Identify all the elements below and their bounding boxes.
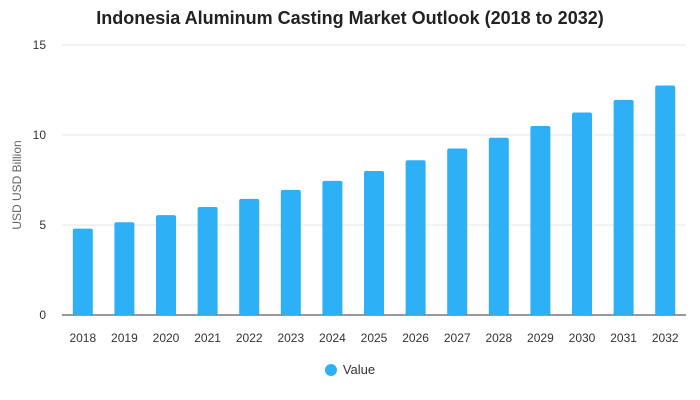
x-tick-label: 2025: [361, 331, 388, 345]
x-tick-label: 2024: [319, 331, 346, 345]
bar-2032[interactable]: [655, 85, 676, 316]
bar-2020[interactable]: [156, 215, 176, 315]
bars: [72, 85, 676, 316]
x-tick-label: 2027: [444, 331, 471, 345]
bar-2022[interactable]: [239, 198, 260, 315]
x-tick-label: 2030: [569, 331, 596, 345]
y-axis-ticks: 0 5 10 15: [33, 38, 47, 322]
x-tick-label: 2019: [111, 331, 138, 345]
legend-marker-value[interactable]: [324, 363, 337, 376]
bar-2021[interactable]: [197, 207, 218, 315]
legend: Value: [0, 362, 700, 377]
legend-label-value[interactable]: Value: [342, 362, 376, 377]
bar-2023[interactable]: [280, 189, 301, 315]
x-tick-label: 2026: [402, 331, 429, 345]
bar-2018[interactable]: [72, 228, 93, 315]
y-tick-label: 15: [33, 38, 47, 52]
bar-2029[interactable]: [530, 126, 551, 315]
x-axis-ticks: 2018 2019 2020 2021 2022 2023 2024 2025 2026 2027…: [69, 331, 678, 345]
bar-2019[interactable]: [114, 222, 135, 315]
x-tick-label: 2020: [153, 331, 180, 345]
y-axis-title: USD USD Billion: [10, 140, 24, 229]
y-tick-label: 5: [39, 218, 46, 232]
bar-2026[interactable]: [405, 160, 426, 315]
chart-title: Indonesia Aluminum Casting Market Outloo…: [96, 8, 604, 28]
y-tick-label: 0: [39, 308, 46, 322]
x-tick-label: 2021: [194, 331, 221, 345]
x-tick-label: 2023: [277, 331, 304, 345]
bar-2024[interactable]: [322, 180, 343, 315]
bar-2027[interactable]: [447, 148, 468, 316]
x-tick-label: 2028: [485, 331, 512, 345]
x-tick-label: 2031: [610, 331, 637, 345]
bar-2028[interactable]: [488, 137, 509, 315]
bar-2025[interactable]: [364, 171, 384, 315]
x-tick-label: 2022: [236, 331, 263, 345]
bar-2031[interactable]: [613, 99, 634, 316]
x-tick-label: 2032: [652, 331, 679, 345]
bar-2030[interactable]: [572, 112, 592, 316]
y-tick-label: 10: [33, 128, 47, 142]
x-tick-label: 2018: [69, 331, 96, 345]
x-tick-label: 2029: [527, 331, 554, 345]
